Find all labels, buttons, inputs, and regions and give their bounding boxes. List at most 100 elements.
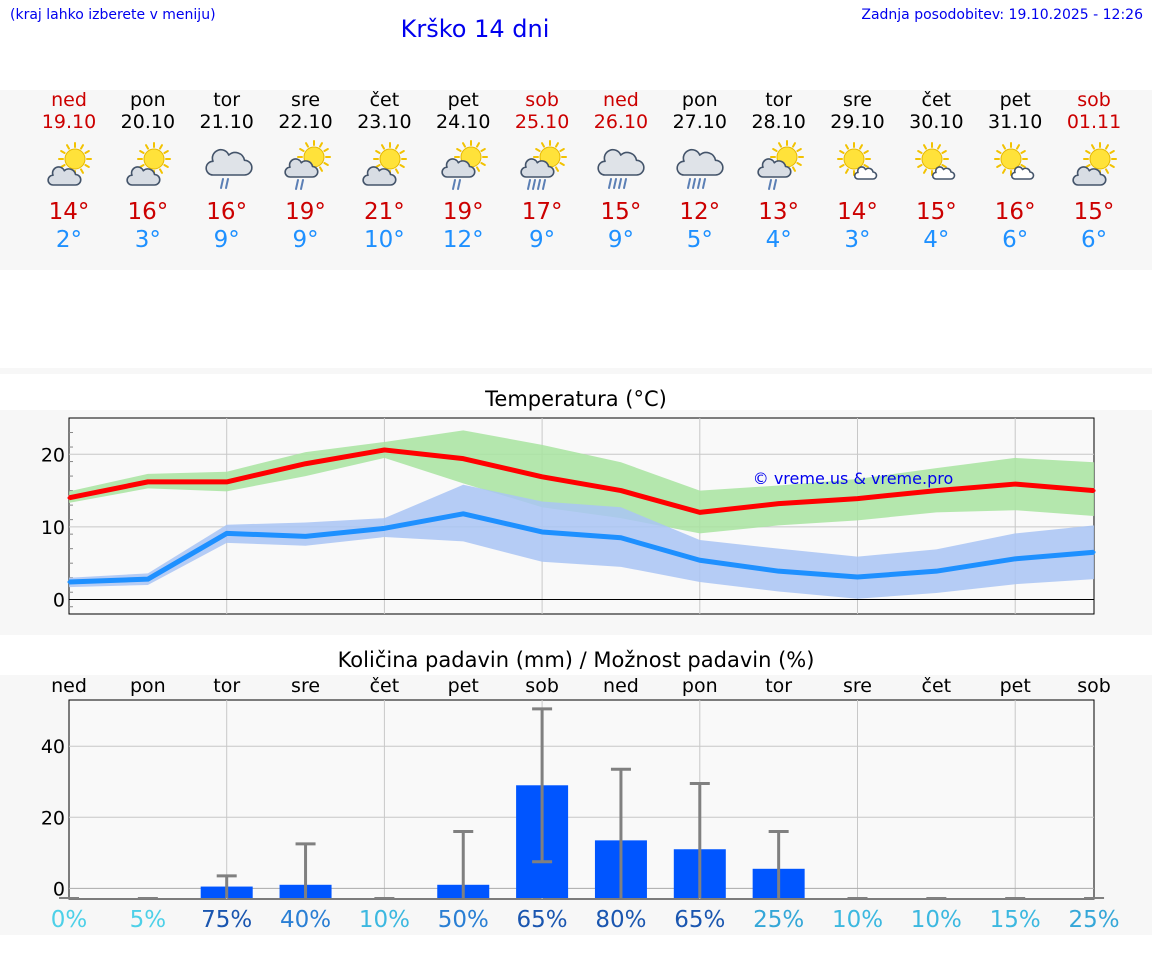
day-date: 21.10 xyxy=(199,111,254,133)
sun-small-cloud-icon xyxy=(994,142,1035,180)
last-update-text: Zadnja posodobitev: 19.10.2025 - 12:26 xyxy=(861,7,1143,23)
day-name: čet xyxy=(369,89,400,111)
temp-max: 21° xyxy=(364,199,405,225)
day-name: pet xyxy=(447,89,479,111)
day-date: 26.10 xyxy=(593,111,649,133)
max-temp-line-point xyxy=(225,480,229,484)
temp-min: 9° xyxy=(292,227,319,253)
day-date: 28.10 xyxy=(751,111,806,133)
precip-probability: 10% xyxy=(359,907,410,933)
temp-max: 19° xyxy=(442,199,484,225)
cloud-rain-icon xyxy=(205,148,253,189)
x-tick-label: tor xyxy=(765,675,792,697)
temp-min: 4° xyxy=(765,227,792,253)
temp-min: 3° xyxy=(844,227,871,253)
day-name: sre xyxy=(843,89,872,111)
day-date: 30.10 xyxy=(909,111,964,133)
min-temp-line-point xyxy=(540,530,544,534)
separator-band xyxy=(0,368,1152,374)
min-temp-line-point xyxy=(856,575,859,579)
day-date: 24.10 xyxy=(436,111,491,133)
day-date: 27.10 xyxy=(672,111,727,133)
day-column: pet 24.10 19° 12° xyxy=(423,89,503,254)
day-date: 31.10 xyxy=(987,111,1043,133)
x-tick-label: ned xyxy=(603,675,639,697)
precipitation-chart-title: Količina padavin (mm) / Možnost padavin … xyxy=(337,648,815,672)
temp-min: 2° xyxy=(55,227,83,253)
max-temp-line xyxy=(68,447,1095,515)
x-tick-label: tor xyxy=(213,675,240,697)
day-name: sob xyxy=(1077,89,1111,111)
x-tick-label: pon xyxy=(682,675,718,697)
min-temp-line-point xyxy=(304,534,308,538)
precip-probability: 10% xyxy=(832,907,883,933)
temp-max: 16° xyxy=(127,199,169,225)
temp-min: 3° xyxy=(134,227,161,253)
precip-probability: 75% xyxy=(201,907,252,933)
cloud-heavy-rain-icon xyxy=(676,148,724,189)
max-temp-line-point xyxy=(304,462,308,466)
day-date: 29.10 xyxy=(830,111,885,133)
max-temp-line-point xyxy=(698,510,702,514)
temp-max: 16° xyxy=(206,199,248,225)
y-tick-label: 0 xyxy=(53,589,65,611)
forecast-strip: ned 19.10 14° 2° pon 20.10 16° 3° tor 21.10 16° 9° s… xyxy=(0,89,1152,270)
temp-min: 5° xyxy=(686,227,713,253)
y-tick-label: 20 xyxy=(41,444,65,466)
day-name: tor xyxy=(765,89,793,111)
sun-cloud-rain-icon xyxy=(757,140,804,190)
day-column: pon 20.10 16° 3° xyxy=(108,89,188,254)
max-temp-line-point xyxy=(619,489,623,493)
day-name: sob xyxy=(525,89,559,111)
day-name: sre xyxy=(291,89,321,111)
day-column: ned 19.10 14° 2° xyxy=(29,89,109,254)
temp-min: 12° xyxy=(442,227,484,253)
min-temp-range xyxy=(69,484,1095,599)
partly-cloudy-sun-icon xyxy=(1072,142,1118,186)
y-tick-label: 40 xyxy=(41,736,65,758)
day-column: pon 27.10 12° 5° xyxy=(660,89,740,254)
max-temp-line-point xyxy=(67,496,71,500)
y-tick-label: 20 xyxy=(41,807,65,829)
sun-small-cloud-icon xyxy=(915,142,956,180)
min-temp-line-point xyxy=(146,577,150,581)
temp-max: 13° xyxy=(758,199,800,225)
precip-probability: 25% xyxy=(1068,907,1119,933)
precip-probability: 50% xyxy=(438,907,489,933)
sun-cloud-rain-icon xyxy=(283,140,331,190)
min-temp-line xyxy=(68,511,1095,585)
y-tick-label: 0 xyxy=(53,878,65,900)
max-temp-line-point xyxy=(461,457,465,461)
min-temp-line-point xyxy=(619,536,623,540)
day-date: 25.10 xyxy=(514,111,570,133)
partly-cloudy-sun-icon xyxy=(362,142,408,186)
precip-probability: 65% xyxy=(674,907,725,933)
max-temp-line-point xyxy=(540,475,544,479)
day-name: čet xyxy=(921,89,952,111)
y-tick-label: 10 xyxy=(41,517,65,539)
precip-probability: 25% xyxy=(753,907,804,933)
x-tick-label: pon xyxy=(130,675,166,697)
x-tick-label: pet xyxy=(1000,675,1031,697)
precip-probability: 0% xyxy=(51,907,88,933)
temperature-chart-title: Temperatura (°C) xyxy=(485,387,667,411)
max-temp-line-point xyxy=(777,502,781,506)
x-tick-label: čet xyxy=(922,675,952,697)
sun-cloud-rain-icon xyxy=(441,140,489,190)
location-menu-hint: (kraj lahko izberete v meniju) xyxy=(10,7,216,23)
sun-cloud-heavy-rain-icon xyxy=(520,140,568,190)
min-temp-line-point xyxy=(934,569,938,573)
min-temp-line-point xyxy=(225,531,229,535)
x-tick-label: pet xyxy=(448,675,479,697)
precipitation-chart: 0 20 40 ned pon tor sre čet pet sob ned pon tor sre če… xyxy=(41,675,1120,933)
day-date: 23.10 xyxy=(357,111,412,133)
precip-probability: 65% xyxy=(517,907,568,933)
sun-small-cloud-icon xyxy=(836,142,877,180)
temperature-chart: 0 10 20 © vreme.us & vreme.pro xyxy=(41,417,1096,615)
temp-max: 17° xyxy=(521,199,563,225)
precip-probability: 10% xyxy=(911,907,962,933)
day-date: 19.10 xyxy=(41,111,97,133)
cloud-heavy-rain-icon xyxy=(597,148,645,189)
precip-probability: 15% xyxy=(990,907,1041,933)
day-name: tor xyxy=(213,89,241,111)
